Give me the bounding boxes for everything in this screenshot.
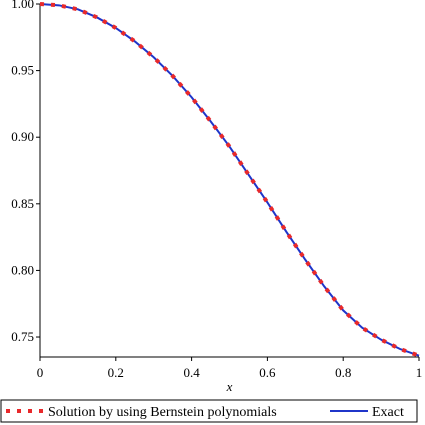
- x-tick-label: 0.4: [183, 365, 200, 380]
- y-tick-label: 0.95: [11, 63, 34, 78]
- series-bernstein-line: [39, 2, 420, 358]
- legend-entries: Solution by using Bernstein polynomials E…: [6, 405, 404, 420]
- y-tick-label: 0.80: [11, 262, 34, 277]
- x-tick-label: 0.8: [335, 365, 351, 380]
- legend-label-exact: Exact: [372, 405, 404, 420]
- series-layer: [39, 2, 420, 358]
- x-tick-label: 0: [37, 365, 44, 380]
- legend-box: [0, 399, 418, 423]
- y-tick-label: 0.75: [11, 329, 34, 344]
- x-tick-label: 0.2: [108, 365, 124, 380]
- x-axis-title: x: [226, 379, 233, 394]
- y-tick-label: 1.00: [11, 0, 34, 11]
- axes: [39, 4, 419, 358]
- y-tick-label: 0.90: [11, 129, 34, 144]
- x-tick-label: 1: [416, 365, 423, 380]
- legend: Solution by using Bernstein polynomials E…: [0, 399, 418, 423]
- series-exact-line: [39, 3, 420, 357]
- y-ticks: 0.75 0.80 0.85 0.90 0.95 1.00: [11, 0, 40, 344]
- x-tick-label: 0.6: [259, 365, 276, 380]
- x-ticks: 0 0.2 0.4 0.6 0.8 1: [37, 357, 423, 380]
- y-tick-label: 0.85: [11, 196, 34, 211]
- legend-label-bernstein: Solution by using Bernstein polynomials: [48, 405, 277, 420]
